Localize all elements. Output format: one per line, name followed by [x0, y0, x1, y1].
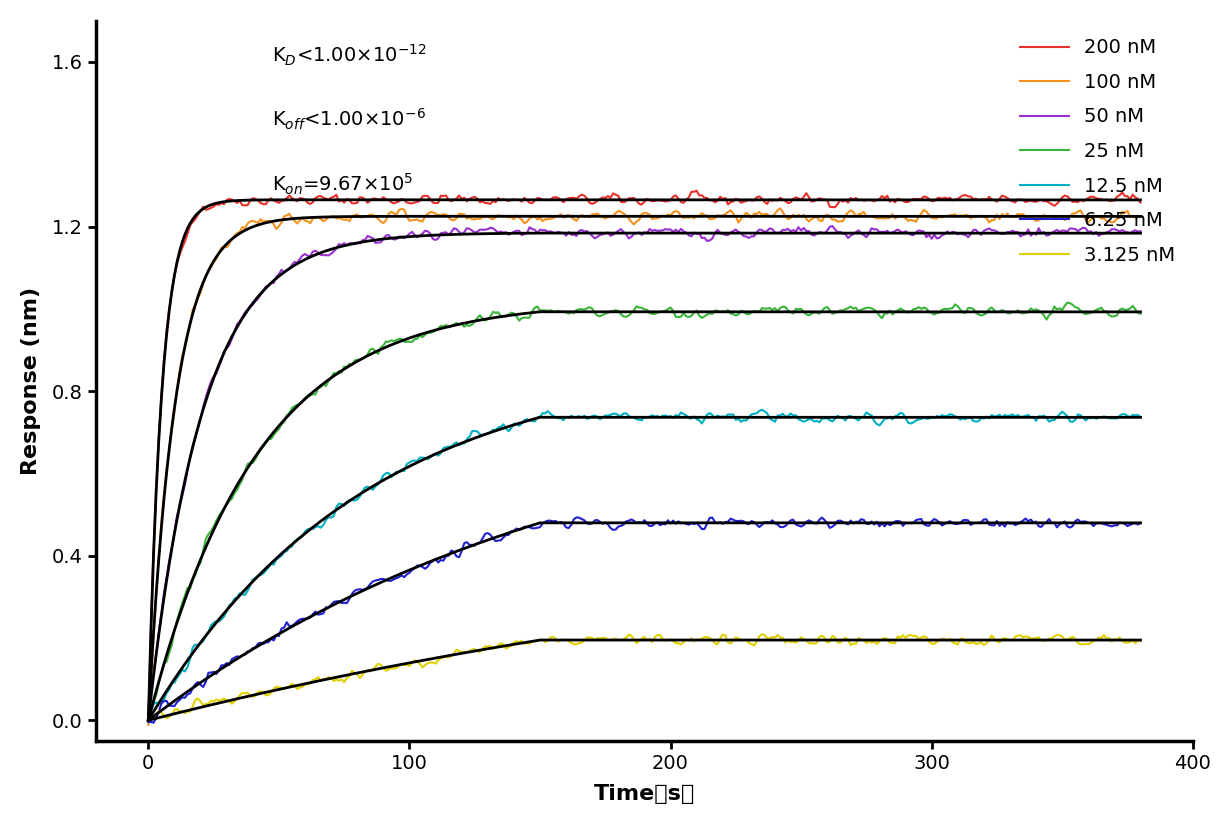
Line: 3.125 nM: 3.125 nM: [148, 634, 1141, 719]
Text: K$_{on}$=9.67×10$^{5}$: K$_{on}$=9.67×10$^{5}$: [271, 172, 413, 197]
25 nM: [180, 583, 195, 593]
12.5 nM: [1133, 412, 1148, 422]
Line: 25 nM: 25 nM: [148, 303, 1141, 720]
25 nM: [772, 303, 787, 313]
100 nM: [140, 720, 155, 730]
6.25 nM: [1133, 518, 1148, 528]
Line: 100 nM: 100 nM: [148, 209, 1141, 725]
200 nM: [140, 714, 155, 724]
25 nM: [140, 715, 155, 725]
3.125 nM: [415, 662, 430, 672]
6.25 nM: [287, 619, 302, 629]
100 nM: [786, 210, 801, 219]
100 nM: [772, 204, 787, 214]
3.125 nM: [287, 681, 302, 691]
12.5 nM: [917, 412, 931, 422]
6.25 nM: [779, 521, 793, 531]
50 nM: [413, 230, 428, 240]
Line: 200 nM: 200 nM: [148, 191, 1141, 719]
12.5 nM: [786, 411, 801, 421]
25 nM: [285, 403, 299, 413]
3.125 nM: [182, 707, 197, 717]
3.125 nM: [1133, 636, 1148, 646]
25 nM: [914, 304, 929, 314]
3.125 nM: [919, 632, 934, 642]
3.125 nM: [754, 629, 769, 639]
200 nM: [917, 191, 931, 201]
X-axis label: Time（s）: Time（s）: [594, 785, 695, 804]
200 nM: [285, 193, 299, 203]
50 nM: [784, 226, 798, 236]
3.125 nM: [144, 714, 159, 724]
6.25 nM: [919, 521, 934, 530]
25 nM: [784, 307, 798, 317]
Y-axis label: Response (nm): Response (nm): [21, 287, 41, 475]
Text: K$_{D}$<1.00×10$^{-12}$: K$_{D}$<1.00×10$^{-12}$: [271, 42, 426, 68]
100 nM: [917, 205, 931, 214]
Line: 6.25 nM: 6.25 nM: [148, 517, 1141, 723]
50 nM: [772, 228, 787, 238]
6.25 nM: [569, 512, 584, 522]
25 nM: [1060, 298, 1074, 308]
100 nM: [1133, 212, 1148, 222]
Text: K$_{off}$<1.00×10$^{-6}$: K$_{off}$<1.00×10$^{-6}$: [271, 107, 425, 133]
12.5 nM: [285, 542, 299, 552]
Line: 50 nM: 50 nM: [148, 226, 1141, 716]
12.5 nM: [413, 453, 428, 463]
200 nM: [1133, 198, 1148, 208]
25 nM: [1133, 309, 1148, 318]
50 nM: [180, 465, 195, 475]
3.125 nM: [788, 638, 803, 648]
3.125 nM: [779, 638, 793, 648]
6.25 nM: [788, 520, 803, 530]
6.25 nM: [415, 562, 430, 572]
200 nM: [413, 196, 428, 205]
12.5 nM: [775, 409, 790, 419]
Legend: 200 nM, 100 nM, 50 nM, 25 nM, 12.5 nM, 6.25 nM, 3.125 nM: 200 nM, 100 nM, 50 nM, 25 nM, 12.5 nM, 6…: [1013, 31, 1183, 272]
200 nM: [689, 186, 703, 196]
6.25 nM: [182, 689, 197, 699]
3.125 nM: [140, 714, 155, 724]
100 nM: [775, 207, 790, 217]
50 nM: [1133, 226, 1148, 236]
6.25 nM: [140, 717, 155, 727]
100 nM: [285, 213, 299, 223]
200 nM: [180, 229, 195, 238]
50 nM: [140, 711, 155, 721]
100 nM: [180, 331, 195, 341]
200 nM: [775, 195, 790, 205]
25 nM: [413, 331, 428, 341]
12.5 nM: [754, 405, 769, 415]
Line: 12.5 nM: 12.5 nM: [148, 410, 1141, 719]
200 nM: [786, 194, 801, 204]
50 nM: [825, 221, 840, 231]
12.5 nM: [180, 662, 195, 672]
100 nM: [413, 216, 428, 226]
6.25 nM: [147, 718, 161, 728]
12.5 nM: [140, 714, 155, 724]
50 nM: [285, 260, 299, 270]
50 nM: [917, 227, 931, 237]
